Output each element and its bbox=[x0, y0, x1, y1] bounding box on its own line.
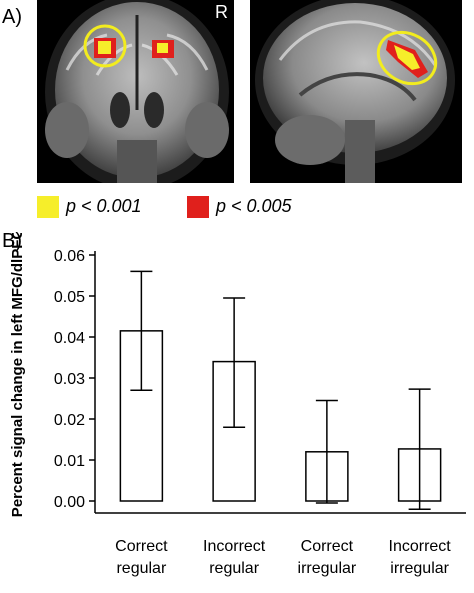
error-bars bbox=[130, 270, 431, 510]
coronal-brain-drawing: R bbox=[45, 0, 229, 183]
y-axis-label: Percent signal change in left MFG/dlPFC bbox=[9, 233, 26, 517]
x-tick-label: regular bbox=[116, 560, 166, 577]
coronal-brain-image: R bbox=[37, 0, 234, 183]
legend-swatch-p001 bbox=[37, 196, 59, 218]
y-tick-label: 0.05 bbox=[54, 289, 85, 306]
x-tick-label: regular bbox=[209, 560, 259, 577]
y-tick-label: 0.00 bbox=[54, 494, 85, 511]
x-tick-label: Incorrect bbox=[389, 538, 452, 555]
y-tick-label: 0.02 bbox=[54, 412, 85, 429]
legend-swatch-p005 bbox=[187, 196, 209, 218]
y-tick-label: 0.01 bbox=[54, 453, 85, 470]
panel-b-label: B) bbox=[2, 230, 22, 252]
y-tick-label: 0.04 bbox=[54, 330, 85, 347]
sagittal-brain-image bbox=[250, 0, 462, 183]
x-tick-label: Incorrect bbox=[203, 538, 266, 555]
y-tick-label: 0.03 bbox=[54, 371, 85, 388]
axes: 0.00 0.01 0.02 0.03 0.04 0.05 0.06 bbox=[54, 248, 466, 514]
sagittal-brain-drawing bbox=[255, 0, 455, 183]
bars bbox=[119, 330, 442, 502]
sagittal-highlight-ring bbox=[376, 30, 438, 86]
panel-a-label: A) bbox=[2, 6, 22, 28]
y-tick-label: 0.06 bbox=[54, 248, 85, 265]
legend-label-p005: p < 0.005 bbox=[216, 196, 292, 216]
x-tick-label: irregular bbox=[298, 560, 357, 577]
x-tick-labels: Correct regular Incorrect regular Correct irr… bbox=[115, 538, 451, 577]
bar-chart: Percent signal change in left MFG/dlPFC … bbox=[9, 233, 466, 577]
x-tick-label: Correct bbox=[115, 538, 168, 555]
coronal-highlight-ring bbox=[83, 24, 127, 68]
x-tick-label: irregular bbox=[390, 560, 449, 577]
legend-label-p001: p < 0.001 bbox=[66, 196, 142, 216]
x-tick-label: Correct bbox=[301, 538, 354, 555]
orientation-marker: R bbox=[215, 2, 228, 22]
